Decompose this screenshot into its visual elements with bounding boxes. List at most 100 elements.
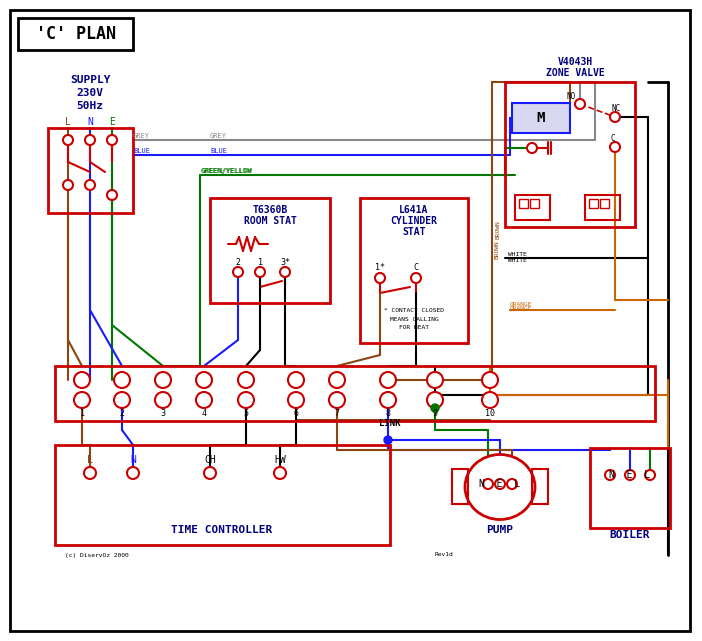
Text: GREY: GREY	[133, 133, 150, 139]
Circle shape	[507, 479, 517, 489]
Text: GREY: GREY	[210, 133, 227, 139]
Text: 10: 10	[485, 408, 495, 417]
Text: 230V: 230V	[77, 88, 103, 98]
Text: GREEN/YELLOW: GREEN/YELLOW	[202, 168, 253, 174]
Text: 8: 8	[385, 408, 390, 417]
Circle shape	[375, 273, 385, 283]
Text: N: N	[130, 455, 136, 465]
Circle shape	[107, 190, 117, 200]
Circle shape	[114, 392, 130, 408]
Circle shape	[107, 135, 117, 145]
Text: WHITE: WHITE	[508, 258, 526, 263]
Text: 'C' PLAN: 'C' PLAN	[36, 25, 116, 43]
Circle shape	[329, 392, 345, 408]
Text: M: M	[537, 111, 545, 125]
Circle shape	[127, 467, 139, 479]
Circle shape	[85, 180, 95, 190]
Circle shape	[527, 143, 537, 153]
Text: NO: NO	[567, 92, 576, 101]
Text: 1*: 1*	[375, 263, 385, 272]
Text: ORANGE: ORANGE	[510, 306, 533, 310]
Circle shape	[431, 404, 439, 412]
Circle shape	[329, 372, 345, 388]
Text: STAT: STAT	[402, 227, 425, 237]
Circle shape	[238, 392, 254, 408]
Text: N: N	[87, 117, 93, 127]
Circle shape	[196, 372, 212, 388]
Text: BOILER: BOILER	[610, 530, 650, 540]
Circle shape	[204, 467, 216, 479]
Text: L641A: L641A	[399, 205, 429, 215]
Text: C: C	[611, 133, 616, 142]
Text: N  E  L: N E L	[479, 479, 521, 489]
Text: 7: 7	[334, 408, 340, 417]
Text: CH: CH	[204, 455, 216, 465]
Circle shape	[196, 392, 212, 408]
Circle shape	[482, 392, 498, 408]
Text: FOR HEAT: FOR HEAT	[399, 324, 429, 329]
Circle shape	[645, 470, 655, 480]
Circle shape	[84, 467, 96, 479]
Text: ROOM STAT: ROOM STAT	[244, 216, 296, 226]
Text: MEANS CALLING: MEANS CALLING	[390, 317, 438, 322]
Text: BLUE: BLUE	[133, 148, 150, 154]
Circle shape	[427, 392, 443, 408]
Text: SUPPLY: SUPPLY	[69, 75, 110, 85]
Circle shape	[233, 267, 243, 277]
Text: E: E	[109, 117, 115, 127]
Circle shape	[280, 267, 290, 277]
FancyBboxPatch shape	[10, 10, 690, 631]
Circle shape	[380, 372, 396, 388]
Text: HW: HW	[274, 455, 286, 465]
Circle shape	[155, 392, 171, 408]
Text: TIME CONTROLLER: TIME CONTROLLER	[171, 525, 272, 535]
Circle shape	[74, 372, 90, 388]
Circle shape	[274, 467, 286, 479]
Text: * CONTACT CLOSED: * CONTACT CLOSED	[384, 308, 444, 313]
Text: 1: 1	[258, 258, 263, 267]
Text: BROWN: BROWN	[494, 240, 499, 260]
Text: 3: 3	[161, 408, 166, 417]
Circle shape	[63, 135, 73, 145]
Text: PUMP: PUMP	[486, 525, 513, 535]
Circle shape	[114, 372, 130, 388]
Circle shape	[288, 392, 304, 408]
Text: T6360B: T6360B	[253, 205, 288, 215]
Text: V4043H: V4043H	[557, 57, 592, 67]
Text: 6: 6	[293, 408, 298, 417]
Circle shape	[155, 372, 171, 388]
Circle shape	[85, 135, 95, 145]
Circle shape	[411, 273, 421, 283]
Text: 3*: 3*	[280, 258, 290, 267]
Circle shape	[482, 372, 498, 388]
Text: NC: NC	[611, 103, 621, 113]
Text: N  E  L: N E L	[609, 470, 651, 480]
Circle shape	[610, 112, 620, 122]
Text: L: L	[87, 455, 93, 465]
Text: BLUE: BLUE	[210, 148, 227, 154]
Text: ORANGE: ORANGE	[510, 301, 533, 306]
FancyBboxPatch shape	[18, 18, 133, 50]
Ellipse shape	[465, 454, 535, 519]
Circle shape	[625, 470, 635, 480]
Text: ZONE VALVE: ZONE VALVE	[545, 68, 604, 78]
Text: BROWN: BROWN	[495, 221, 500, 239]
FancyBboxPatch shape	[512, 103, 570, 133]
Text: GREEN/YELLOW: GREEN/YELLOW	[201, 168, 252, 174]
Circle shape	[427, 372, 443, 388]
Text: WHITE: WHITE	[508, 251, 526, 256]
Text: CYLINDER: CYLINDER	[390, 216, 437, 226]
Text: 2: 2	[235, 258, 241, 267]
Text: 4: 4	[201, 408, 206, 417]
Text: Rev1d: Rev1d	[435, 553, 453, 558]
Circle shape	[255, 267, 265, 277]
Text: 1: 1	[79, 408, 84, 417]
Text: LINK: LINK	[379, 419, 401, 428]
Circle shape	[288, 372, 304, 388]
Text: 5: 5	[244, 408, 249, 417]
Circle shape	[610, 142, 620, 152]
Text: 9: 9	[432, 408, 437, 417]
Circle shape	[238, 372, 254, 388]
Circle shape	[483, 479, 493, 489]
Text: (c) DiservOz 2000: (c) DiservOz 2000	[65, 553, 128, 558]
